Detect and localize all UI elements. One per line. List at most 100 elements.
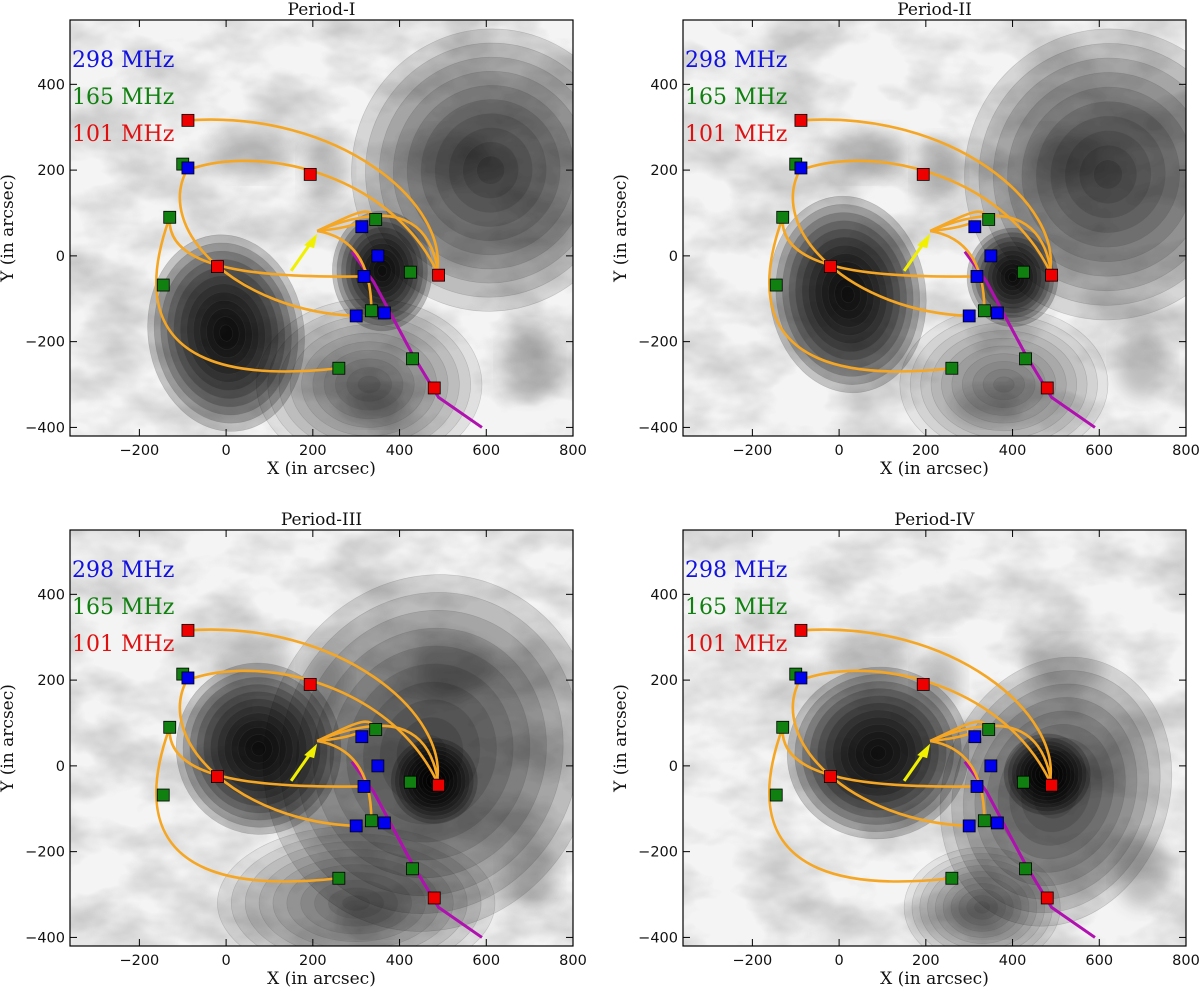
blue-marker (371, 759, 385, 773)
blue-marker (349, 819, 363, 833)
red-101mhz-source-2 (256, 298, 483, 436)
blue-298mhz-source (332, 210, 433, 332)
green-marker (776, 210, 790, 224)
x-tick-label: 400 (999, 953, 1027, 969)
active-region (826, 129, 905, 177)
green-165mhz-source-level (775, 204, 921, 385)
red-marker (1040, 381, 1054, 395)
x-tick-label: 200 (912, 953, 940, 969)
active-region (826, 639, 905, 687)
plot-frame (682, 19, 1187, 437)
red-101mhz-source-1-level (448, 127, 533, 213)
y-tick-label: −400 (25, 420, 65, 436)
y-tick-label: 200 (650, 163, 678, 179)
arrow-shaft (902, 242, 925, 272)
markers (156, 113, 445, 395)
green-165mhz-source-level (244, 734, 273, 764)
green-marker (403, 775, 417, 789)
green-marker (369, 723, 383, 736)
red-101mhz-source-2 (903, 847, 1061, 946)
red-marker (211, 260, 224, 273)
red-101mhz-source-2-level (256, 298, 483, 436)
red-marker (824, 260, 837, 273)
orange-loop-7 (316, 229, 373, 311)
orange-loop-2 (193, 159, 440, 276)
red-marker (824, 770, 837, 783)
red-101mhz-source-1-level (997, 724, 1115, 860)
green-165mhz-source-level (782, 212, 914, 377)
blue-marker (355, 730, 369, 744)
arrow-shaft (289, 752, 312, 782)
x-tick-label: 800 (1172, 953, 1200, 969)
legend-entry: 298 MHz (72, 558, 174, 583)
panel-4: Period-IV −200 0 200 400 600 800 −400 −200 0 200 4… (611, 510, 1200, 989)
red-marker (303, 677, 317, 691)
green-marker (1016, 265, 1030, 279)
blue-marker (181, 671, 195, 685)
blue-marker (990, 306, 1004, 320)
x-tick-label: 600 (472, 443, 500, 459)
red-101mhz-source-1-level (1009, 737, 1103, 846)
blue-298mhz-source-level (1008, 272, 1017, 283)
x-axis-label: X (in arcsec) (267, 969, 376, 989)
x-tick-label: 200 (299, 953, 327, 969)
red-101mhz-source-2 (899, 307, 1109, 436)
active-region (503, 328, 556, 398)
y-tick-label: 400 (650, 587, 678, 603)
arrow-head (304, 233, 318, 249)
panel-2-plot-area (683, 20, 1186, 436)
blue-marker (970, 780, 984, 793)
legend-entry: 165 MHz (72, 85, 174, 110)
blue-marker (984, 249, 998, 263)
x-axis-label: X (in arcsec) (267, 459, 376, 479)
red-marker (432, 778, 445, 792)
green-marker (406, 862, 419, 876)
active-region (1116, 328, 1169, 398)
red-101mhz-source-1-level (392, 70, 573, 270)
panel-3-plot-area (70, 530, 573, 946)
markers (769, 113, 1058, 395)
red-marker (303, 167, 317, 181)
x-tick-label: 600 (472, 953, 500, 969)
red-101mhz-source-2-level (966, 895, 999, 920)
y-tick-label: 0 (56, 759, 65, 775)
green-marker (1019, 862, 1032, 876)
red-marker (432, 268, 445, 282)
y-axis-label: Y (in arcsec) (611, 174, 631, 283)
orange-loop-5 (781, 727, 978, 788)
y-tick-label: 200 (650, 673, 678, 689)
orange-loop-9 (929, 214, 1053, 276)
markers (156, 623, 445, 905)
green-165mhz-source-level (153, 242, 299, 424)
blue-298mhz-source-level (987, 250, 1038, 305)
red-101mhz-source-1-level (951, 670, 1161, 914)
x-tick-label: 0 (834, 953, 843, 969)
green-165mhz-source-level (193, 291, 260, 375)
blue-298mhz-source-level (377, 265, 388, 277)
red-101mhz-source-2-level (972, 361, 1036, 408)
green-marker (156, 278, 170, 292)
panel-2-title: Period-II (897, 0, 972, 20)
red-101mhz-source-1-level (406, 85, 573, 256)
red-marker (916, 167, 930, 181)
orange-loop-7 (929, 229, 986, 311)
yellow-arrow (289, 743, 318, 782)
arrow-head (917, 743, 931, 759)
legend-entry: 298 MHz (72, 48, 174, 73)
arrow-shaft (289, 242, 312, 272)
green-165mhz-source-level (237, 727, 280, 771)
blue-marker (377, 816, 391, 830)
y-tick-label: −400 (25, 930, 65, 946)
green-165mhz-source-level (855, 731, 902, 775)
legend-entry: 101 MHz (72, 122, 174, 147)
green-165mhz-source-level (862, 738, 894, 768)
x-tick-label: 800 (559, 443, 587, 459)
red-101mhz-source-1-level (1007, 72, 1186, 277)
legend-entry: 165 MHz (685, 595, 787, 620)
plot-frame (69, 529, 574, 947)
green-165mhz-source-level (230, 719, 287, 778)
y-axis-label: Y (in arcsec) (0, 684, 18, 793)
blue-marker (357, 780, 371, 793)
active-region (338, 388, 409, 424)
orange-loop-5 (781, 217, 978, 278)
